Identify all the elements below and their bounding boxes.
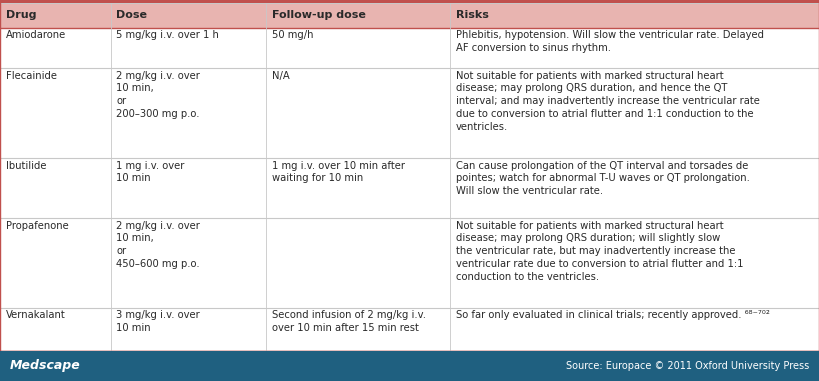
- Bar: [111, 158, 266, 218]
- Text: Not suitable for patients with marked structural heart
disease; may prolong QRS : Not suitable for patients with marked st…: [456, 221, 744, 282]
- Bar: [111, 308, 266, 351]
- Text: 2 mg/kg i.v. over
10 min,
or
450–600 mg p.o.: 2 mg/kg i.v. over 10 min, or 450–600 mg …: [116, 221, 200, 269]
- Text: 50 mg/h: 50 mg/h: [272, 30, 314, 40]
- Bar: [266, 3, 450, 28]
- Text: 1 mg i.v. over 10 min after
waiting for 10 min: 1 mg i.v. over 10 min after waiting for …: [272, 160, 405, 183]
- Bar: [111, 68, 266, 158]
- Bar: [266, 158, 450, 218]
- Text: Source: Europace © 2011 Oxford University Press: Source: Europace © 2011 Oxford Universit…: [566, 361, 809, 371]
- Bar: [450, 3, 819, 28]
- Text: Follow-up dose: Follow-up dose: [272, 10, 366, 20]
- Bar: [0, 0, 819, 3]
- Text: Not suitable for patients with marked structural heart
disease; may prolong QRS : Not suitable for patients with marked st…: [456, 70, 760, 132]
- Bar: [266, 308, 450, 351]
- Text: Ibutilide: Ibutilide: [6, 160, 46, 171]
- Text: Flecainide: Flecainide: [6, 70, 57, 81]
- Bar: [450, 158, 819, 218]
- Bar: [450, 308, 819, 351]
- Bar: [111, 218, 266, 308]
- Text: Propafenone: Propafenone: [6, 221, 69, 231]
- Bar: [450, 218, 819, 308]
- Bar: [0, 3, 111, 28]
- Bar: [266, 28, 450, 68]
- Text: 1 mg i.v. over
10 min: 1 mg i.v. over 10 min: [116, 160, 184, 183]
- Text: Drug: Drug: [6, 10, 36, 20]
- Text: So far only evaluated in clinical trials; recently approved. ⁶⁸⁻⁷⁰²: So far only evaluated in clinical trials…: [456, 311, 770, 320]
- Bar: [266, 68, 450, 158]
- Bar: [0, 68, 111, 158]
- Bar: [0, 218, 111, 308]
- Bar: [0, 28, 111, 68]
- Text: Dose: Dose: [116, 10, 147, 20]
- Bar: [450, 28, 819, 68]
- Text: Medscape: Medscape: [10, 360, 80, 373]
- Text: Second infusion of 2 mg/kg i.v.
over 10 min after 15 min rest: Second infusion of 2 mg/kg i.v. over 10 …: [272, 311, 426, 333]
- Bar: [111, 28, 266, 68]
- Text: Vernakalant: Vernakalant: [6, 311, 66, 320]
- Text: 3 mg/kg i.v. over
10 min: 3 mg/kg i.v. over 10 min: [116, 311, 200, 333]
- Text: Risks: Risks: [456, 10, 489, 20]
- Bar: [0, 308, 111, 351]
- Bar: [0, 351, 819, 381]
- Bar: [0, 158, 111, 218]
- Bar: [450, 68, 819, 158]
- Text: Can cause prolongation of the QT interval and torsades de
pointes; watch for abn: Can cause prolongation of the QT interva…: [456, 160, 750, 196]
- Text: Phlebitis, hypotension. Will slow the ventricular rate. Delayed
AF conversion to: Phlebitis, hypotension. Will slow the ve…: [456, 30, 764, 53]
- Text: 2 mg/kg i.v. over
10 min,
or
200–300 mg p.o.: 2 mg/kg i.v. over 10 min, or 200–300 mg …: [116, 70, 200, 119]
- Text: Amiodarone: Amiodarone: [6, 30, 66, 40]
- Text: N/A: N/A: [272, 70, 290, 81]
- Bar: [266, 218, 450, 308]
- Bar: [111, 3, 266, 28]
- Text: 5 mg/kg i.v. over 1 h: 5 mg/kg i.v. over 1 h: [116, 30, 219, 40]
